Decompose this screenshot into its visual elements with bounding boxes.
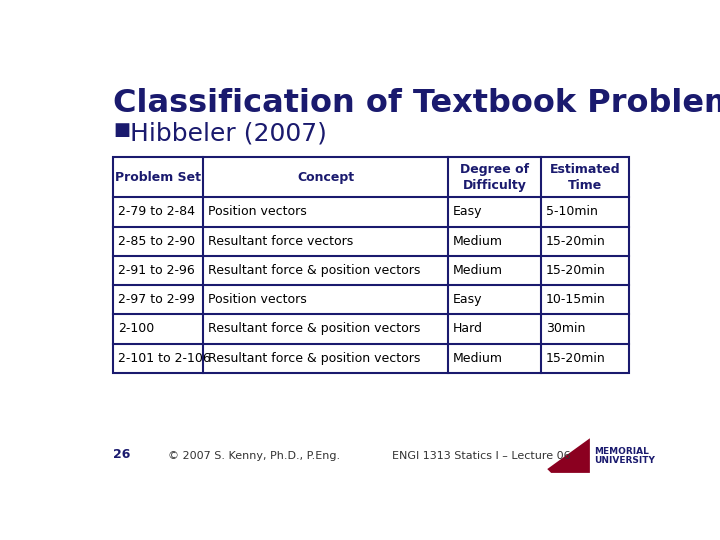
Text: Degree of
Difficulty: Degree of Difficulty [460, 163, 529, 192]
Text: Position vectors: Position vectors [208, 293, 307, 306]
Text: 2-79 to 2-84: 2-79 to 2-84 [118, 205, 195, 218]
Text: 2-100: 2-100 [118, 322, 154, 335]
Text: Medium: Medium [453, 352, 503, 365]
Text: 2-101 to 2-106: 2-101 to 2-106 [118, 352, 211, 365]
Text: 2-91 to 2-96: 2-91 to 2-96 [118, 264, 194, 277]
Text: © 2007 S. Kenny, Ph.D., P.Eng.: © 2007 S. Kenny, Ph.D., P.Eng. [168, 451, 340, 461]
Bar [113, 256, 629, 285]
Bar [113, 285, 629, 314]
Text: Concept: Concept [297, 171, 354, 184]
Text: ■: ■ [113, 121, 130, 139]
Text: Resultant force & position vectors: Resultant force & position vectors [208, 264, 420, 277]
Text: 15-20min: 15-20min [546, 234, 606, 248]
Bar [113, 197, 629, 226]
Text: 2-97 to 2-99: 2-97 to 2-99 [118, 293, 195, 306]
Text: Problem Set: Problem Set [115, 171, 202, 184]
Polygon shape [547, 438, 590, 473]
Text: 5-10min: 5-10min [546, 205, 598, 218]
Text: Resultant force vectors: Resultant force vectors [208, 234, 354, 248]
Text: Medium: Medium [453, 264, 503, 277]
Text: 10-15min: 10-15min [546, 293, 606, 306]
Text: Easy: Easy [453, 293, 482, 306]
Text: Classification of Textbook Problems: Classification of Textbook Problems [113, 88, 720, 119]
Text: Resultant force & position vectors: Resultant force & position vectors [208, 322, 420, 335]
Text: 30min: 30min [546, 322, 585, 335]
Bar [113, 343, 629, 373]
Text: 15-20min: 15-20min [546, 352, 606, 365]
Text: Position vectors: Position vectors [208, 205, 307, 218]
Text: Hard: Hard [453, 322, 483, 335]
Text: ENGI 1313 Statics I – Lecture 06: ENGI 1313 Statics I – Lecture 06 [392, 451, 571, 461]
Text: Hibbeler (2007): Hibbeler (2007) [130, 121, 327, 145]
Text: Estimated
Time: Estimated Time [549, 163, 620, 192]
Text: Resultant force & position vectors: Resultant force & position vectors [208, 352, 420, 365]
Text: 26: 26 [113, 448, 130, 461]
Text: MEMORIAL: MEMORIAL [594, 447, 649, 456]
Bar [113, 226, 629, 256]
Text: 2-85 to 2-90: 2-85 to 2-90 [118, 234, 195, 248]
Text: UNIVERSITY: UNIVERSITY [594, 456, 654, 465]
Text: 15-20min: 15-20min [546, 264, 606, 277]
Bar [113, 314, 629, 343]
Bar [113, 157, 629, 373]
Text: Medium: Medium [453, 234, 503, 248]
Bar [113, 157, 629, 197]
Text: Easy: Easy [453, 205, 482, 218]
